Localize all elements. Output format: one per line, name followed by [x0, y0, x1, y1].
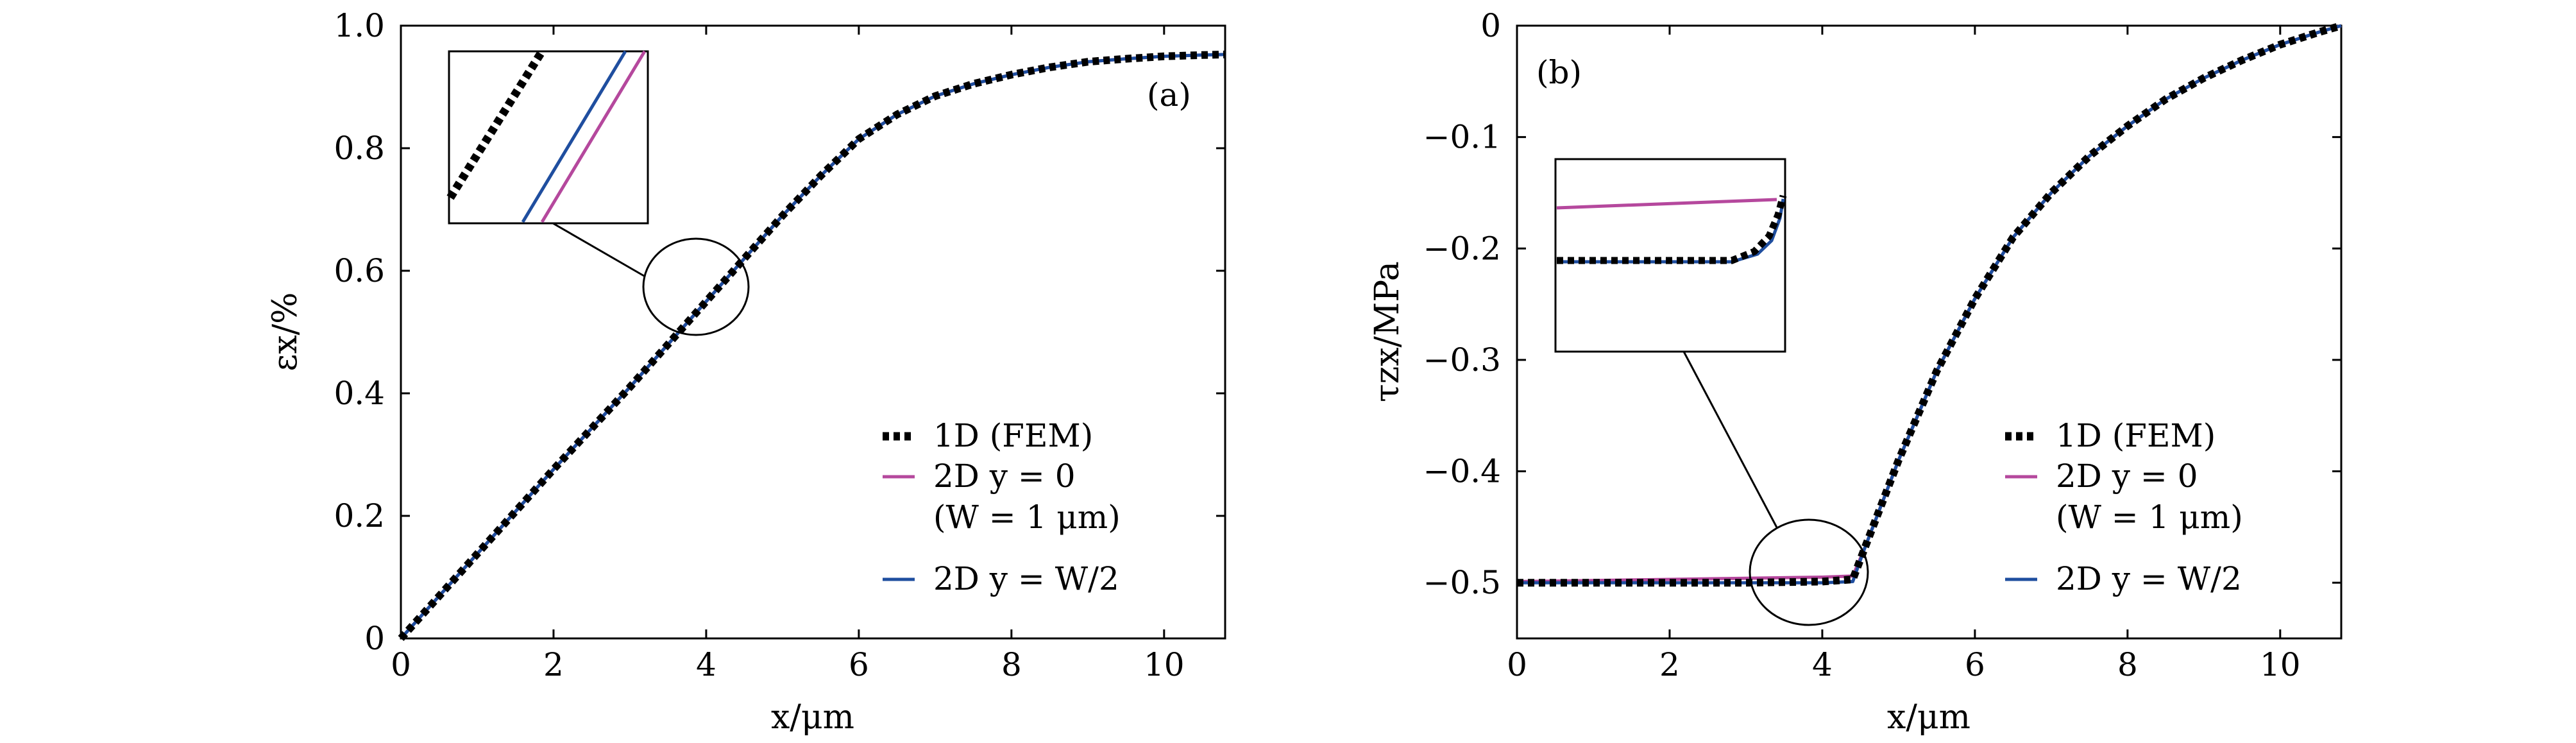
legend-b: 1D (FEM) 2D y = 0 (W = 1 μm) 2D y = W/2	[2005, 417, 2243, 597]
legend-b-label-1d: 1D (FEM)	[2056, 417, 2216, 454]
y-tick-label: 0.8	[334, 130, 385, 167]
tick-labels-a: 0 2 4 6 8 10 0 0.2 0.4 0.6 0.8 1.0	[334, 7, 1184, 683]
zoom-annotation-a	[446, 49, 750, 336]
x-tick-label: 8	[2117, 646, 2138, 683]
x-tick-label: 8	[1001, 646, 1022, 683]
plot-frame-b	[1516, 24, 2343, 640]
plot-frame-a	[400, 24, 1226, 640]
x-tick-label: 2	[543, 646, 564, 683]
inset-b-1d-line	[1557, 194, 1787, 264]
y-tick-label: 0.2	[334, 497, 385, 534]
inset-a-pink-line	[540, 50, 647, 223]
series-a	[398, 50, 1226, 642]
x-tick-label: 2	[1659, 646, 1680, 683]
y-tick-label: −0.1	[1423, 119, 1501, 156]
tick-labels-b: 0 2 4 6 8 10 0 −0.1 −0.2 −0.3 −0.4 −0.5	[1423, 7, 2301, 683]
y-tick-label: −0.5	[1423, 564, 1501, 601]
y-tick-label: 0.6	[334, 252, 385, 289]
panel-label-a: (a)	[1147, 76, 1191, 114]
inset-a-1d-line	[446, 49, 546, 200]
zoom-ellipse-b	[1749, 518, 1869, 626]
inset-a-blue-line	[521, 50, 627, 223]
x-tick-label: 0	[1507, 646, 1527, 683]
legend-a-label-2d-y0-width: (W = 1 μm)	[933, 499, 1121, 536]
y-axis-label-a: εx/%	[266, 292, 305, 371]
legend-a-label-1d: 1D (FEM)	[933, 417, 1093, 454]
chart-panel-b: 0 2 4 6 8 10 0 −0.1 −0.2 −0.3 −0.4 −0.5 (b) 1D (FEM…	[1368, 7, 2343, 737]
x-tick-label: 4	[696, 646, 716, 683]
series-b	[1516, 22, 2343, 587]
legend-a-label-2d-y0: 2D y = 0	[933, 457, 1076, 495]
legend-a-label-2d-yw2: 2D y = W/2	[933, 560, 1119, 597]
y-tick-label: 1.0	[334, 7, 385, 44]
zoom-ellipse-a	[642, 237, 750, 336]
x-axis-label-a: x/μm	[771, 698, 854, 737]
panel-label-b: (b)	[1536, 54, 1582, 91]
y-tick-label: 0	[1480, 7, 1501, 44]
x-tick-label: 6	[1965, 646, 1985, 683]
x-tick-label: 4	[1812, 646, 1833, 683]
series-line	[398, 50, 1226, 642]
x-axis-label-b: x/μm	[1887, 698, 1970, 737]
legend-b-label-2d-y0: 2D y = 0	[2056, 457, 2198, 495]
x-tick-label: 0	[391, 646, 411, 683]
y-axis-label-b: τzx/MPa	[1368, 261, 1407, 402]
zoom-inset-a	[448, 50, 649, 225]
x-tick-label: 10	[1144, 646, 1185, 683]
zoom-annotation-b	[1554, 158, 1869, 626]
legend-b-label-2d-yw2: 2D y = W/2	[2056, 560, 2242, 597]
legend-a: 1D (FEM) 2D y = 0 (W = 1 μm) 2D y = W/2	[883, 417, 1121, 597]
chart-panel-a: 0 2 4 6 8 10 0 0.2 0.4 0.6 0.8 1.0 (a) 1D (FEM) 2D …	[266, 7, 1226, 737]
y-tick-label: −0.4	[1423, 453, 1501, 490]
y-tick-label: −0.3	[1423, 341, 1501, 379]
x-tick-label: 10	[2260, 646, 2301, 683]
y-tick-label: −0.2	[1423, 230, 1501, 267]
y-tick-label: 0	[364, 620, 385, 657]
series-line	[1517, 22, 2343, 587]
legend-b-label-2d-y0-width: (W = 1 μm)	[2056, 499, 2243, 536]
x-tick-label: 6	[849, 646, 869, 683]
zoom-connector-b	[1682, 351, 1778, 528]
y-tick-label: 0.4	[334, 375, 385, 412]
zoom-connector-a	[552, 222, 645, 277]
inset-b-pink-line	[1556, 198, 1777, 210]
